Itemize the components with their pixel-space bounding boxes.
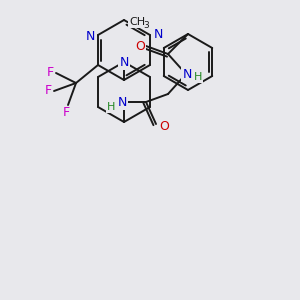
Text: O: O	[159, 119, 169, 133]
Text: H: H	[107, 102, 115, 112]
Text: 3: 3	[143, 20, 149, 29]
Text: N: N	[117, 95, 127, 109]
Text: CH: CH	[129, 17, 145, 27]
Text: F: F	[46, 65, 54, 79]
Text: N: N	[119, 56, 129, 68]
Text: O: O	[135, 40, 145, 52]
Text: N: N	[153, 28, 163, 41]
Text: F: F	[62, 106, 70, 119]
Text: N: N	[182, 68, 192, 80]
Text: H: H	[194, 72, 202, 82]
Text: N: N	[85, 31, 95, 44]
Text: F: F	[44, 85, 52, 98]
